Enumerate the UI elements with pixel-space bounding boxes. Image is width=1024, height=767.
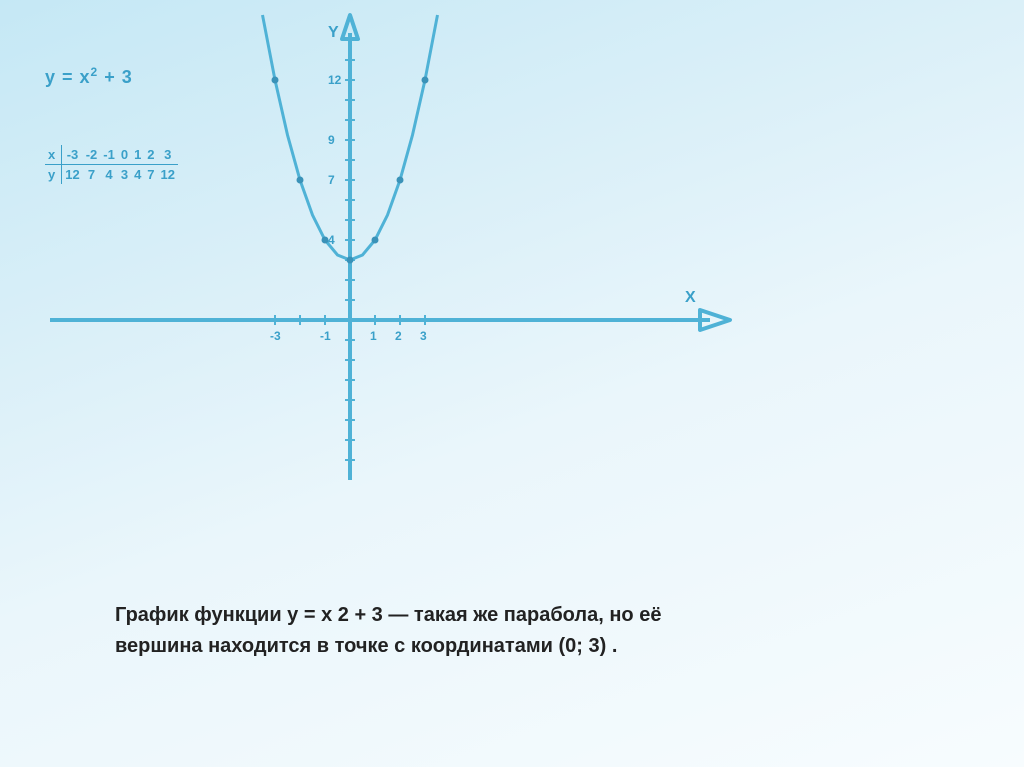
svg-text:12: 12 (328, 73, 342, 87)
table-cell: 7 (83, 165, 101, 185)
table-cell: 4 (100, 165, 118, 185)
table-cell: 12 (62, 165, 83, 185)
table-cell: 0 (118, 145, 131, 165)
svg-text:1: 1 (370, 329, 377, 343)
svg-text:X: X (685, 289, 696, 306)
table-cell: 7 (144, 165, 157, 185)
formula-exp: 2 (91, 65, 99, 79)
svg-text:7: 7 (328, 173, 335, 187)
table-cell: -3 (62, 145, 83, 165)
table-cell: 3 (118, 165, 131, 185)
svg-text:2: 2 (395, 329, 402, 343)
parabola-plot: XY-3-112347912 (40, 10, 740, 490)
formula-lhs: y = x (45, 67, 91, 87)
formula-rhs: + 3 (104, 67, 133, 87)
svg-text:3: 3 (420, 329, 427, 343)
svg-text:9: 9 (328, 133, 335, 147)
svg-text:-1: -1 (320, 329, 331, 343)
table-cell: -1 (100, 145, 118, 165)
chart-panel: y = x2 + 3 x -3-2-10123 y 127434712 XY-3… (40, 10, 740, 490)
svg-text:-3: -3 (270, 329, 281, 343)
value-table: x -3-2-10123 y 127434712 (45, 145, 178, 184)
table-cell: 2 (144, 145, 157, 165)
caption-line-2: вершина находится в точке с координатами… (115, 635, 617, 657)
table-cell: 3 (158, 145, 178, 165)
table-x-label: x (45, 145, 62, 165)
table-cell: 12 (158, 165, 178, 185)
table-cell: 1 (131, 145, 144, 165)
table-cell: -2 (83, 145, 101, 165)
table-y-label: y (45, 165, 62, 185)
function-formula: y = x2 + 3 (45, 65, 133, 88)
caption-text: График функции y = x 2 + 3 — такая же па… (115, 600, 915, 662)
table-cell: 4 (131, 165, 144, 185)
svg-text:Y: Y (328, 24, 339, 41)
caption-line-1: График функции y = x 2 + 3 — такая же па… (115, 604, 661, 626)
